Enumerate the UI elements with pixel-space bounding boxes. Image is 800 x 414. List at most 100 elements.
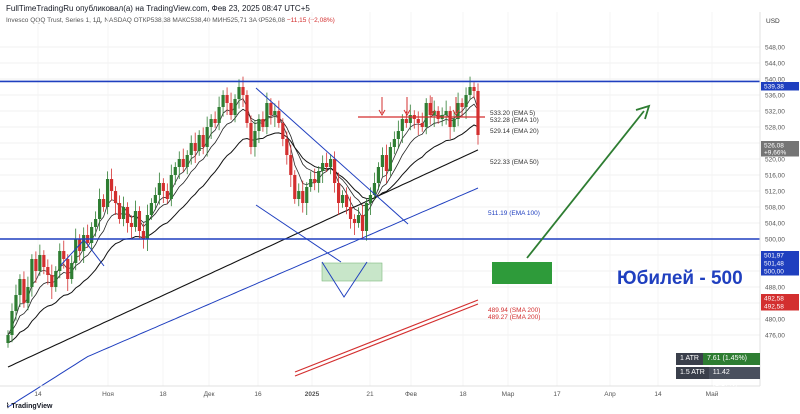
candle-body (201, 135, 205, 147)
price-tick-label: 520,00 (765, 157, 785, 164)
candle-body (177, 159, 181, 167)
ema-20-line (7, 124, 479, 344)
atr-label: 1 ATR (676, 353, 703, 365)
price-tick-label: 540,00 (765, 77, 785, 84)
candle-body (436, 111, 440, 119)
candle-body (281, 123, 285, 139)
candle-body (30, 259, 34, 287)
candle-body (448, 111, 452, 127)
price-badge-label: 500,00 (764, 269, 784, 276)
atr-row-2: 1.5 ATR 11.42 (2.17%) (676, 367, 760, 388)
candle-body (364, 203, 369, 231)
date-tick-label: 14 (654, 391, 662, 398)
candle-body (325, 163, 329, 167)
ema-value-label: 533.20 (EMA 5) (490, 110, 535, 117)
price-tick-label: 528,00 (765, 125, 785, 132)
candle-body (233, 99, 237, 115)
candle-body (384, 155, 388, 171)
price-badge-label: 501,97 (764, 253, 784, 260)
price-badge-label: 526,08 (764, 143, 784, 150)
price-tick-label: 508,00 (765, 205, 785, 212)
candle-body (416, 119, 420, 123)
candle-body (313, 179, 317, 183)
date-tick-label: Апр (604, 391, 616, 398)
candle-body (372, 183, 377, 195)
candle-body (249, 123, 253, 147)
ema-value-label: 489.94 (SMA 200) (488, 307, 540, 314)
candle-body (165, 191, 169, 199)
candle-body (153, 195, 157, 203)
candle-body (317, 171, 321, 183)
candle-body (388, 147, 392, 171)
candle-body (468, 87, 472, 95)
candle-body (94, 219, 98, 227)
candle-body (109, 179, 114, 191)
price-badge-label: 492,58 (764, 304, 784, 311)
candle-body (309, 179, 313, 187)
candle-body (161, 183, 165, 191)
date-tick-label: 14 (34, 391, 42, 398)
chart-zones (321, 262, 552, 284)
candle-body (265, 103, 269, 127)
date-tick-label: Фев (405, 391, 418, 398)
candle-body (14, 295, 18, 311)
price-tick-label: 512,00 (765, 189, 785, 196)
sell-arrowhead (403, 109, 411, 116)
candle-body (396, 131, 400, 139)
atr-label: 1.5 ATR (676, 367, 709, 379)
tradingview-logo[interactable]: ⌇ TradingView (6, 403, 53, 410)
price-badge (761, 294, 799, 303)
ema-50-line (7, 149, 479, 368)
candle-body (408, 115, 412, 123)
price-change: −11,15 (−2,08%) (286, 17, 335, 24)
candle-body (70, 263, 74, 279)
candle-body (197, 135, 201, 151)
candle-body (121, 207, 126, 219)
price-badge-label: 501,48 (764, 261, 784, 268)
candle-body (277, 111, 281, 123)
price-tick-label: 476,00 (765, 333, 785, 340)
candle-body (221, 95, 225, 107)
date-tick-label: 2025 (305, 391, 320, 398)
candle-body (340, 195, 345, 203)
ema-200-line (294, 303, 479, 377)
ema-value-label: 529.14 (EMA 20) (490, 128, 539, 135)
price-tick-label: 488,00 (765, 285, 785, 292)
price-tick-label: 504,00 (765, 221, 785, 228)
pattern-v-line (321, 261, 368, 298)
ema-value-label: 511.19 (EMA 100) (488, 210, 540, 217)
price-axis: 548,00544,00540,00536,00532,00528,00524,… (759, 12, 785, 386)
candle-body (22, 279, 26, 303)
candle-body (297, 191, 301, 199)
drawings (0, 80, 760, 298)
candle-body (392, 139, 396, 147)
sma-200-line (294, 299, 479, 373)
candle-body (193, 143, 197, 151)
candle-body (98, 199, 102, 219)
candle-body (74, 239, 78, 263)
candle-body (273, 111, 277, 115)
candle-body (333, 159, 337, 183)
candle-body (237, 87, 241, 99)
candle-body (101, 199, 106, 207)
ema-value-label: 489.27 (EMA 200) (488, 314, 540, 321)
price-badge-label: +9,66% (764, 150, 786, 157)
candle-body (460, 103, 464, 107)
candlesticks (6, 76, 480, 348)
channel-lower-line (255, 204, 342, 263)
candle-body (420, 123, 424, 127)
candle-body (209, 119, 213, 127)
candle-body (181, 159, 185, 167)
candle-body (360, 215, 365, 231)
candle-body (424, 103, 428, 127)
candle-body (301, 191, 305, 203)
candle-body (149, 203, 153, 215)
candle-body (145, 215, 150, 239)
price-badges: 539,38526,08+9,66%501,97501,48500,00492,… (761, 82, 799, 311)
price-tick-label: 548,00 (765, 45, 785, 52)
candle-body (26, 287, 30, 303)
candle-body (157, 183, 161, 195)
candle-body (472, 87, 476, 91)
candle-body (329, 159, 333, 167)
